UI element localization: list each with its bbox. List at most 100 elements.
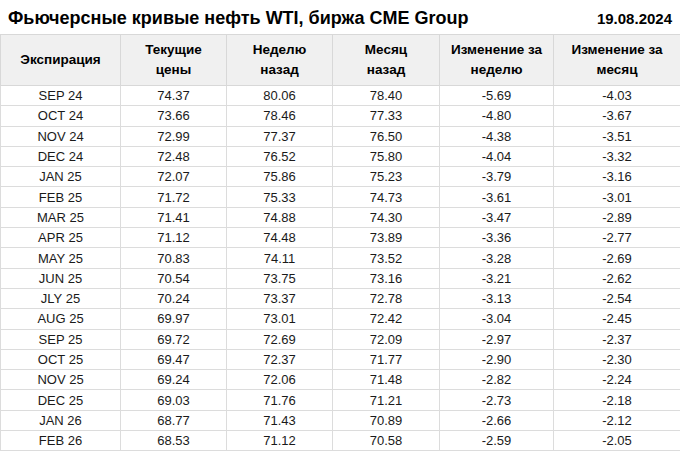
cell-change-week: -2.73	[440, 390, 554, 410]
cell-change-week: -2.97	[440, 329, 554, 349]
cell-expiration: MAR 25	[1, 207, 121, 227]
cell-month-ago: 78.40	[333, 86, 440, 106]
cell-change-week: -3.04	[440, 309, 554, 329]
cell-expiration: JAN 25	[1, 167, 121, 187]
cell-month-ago: 70.58	[333, 431, 440, 451]
cell-current-price: 68.53	[121, 431, 227, 451]
table-row: JUN 25 70.54 73.75 73.16 -3.21 -2.62	[1, 268, 680, 288]
col-header-change-week: Изменение за неделю	[440, 35, 554, 86]
cell-week-ago: 72.69	[227, 329, 333, 349]
cell-month-ago: 74.73	[333, 187, 440, 207]
table-body: SEP 24 74.37 80.06 78.40 -5.69 -4.03 OCT…	[1, 86, 680, 451]
cell-current-price: 70.54	[121, 268, 227, 288]
cell-change-month: -2.24	[554, 370, 680, 390]
table-row: DEC 24 72.48 76.52 75.80 -4.04 -3.32	[1, 146, 680, 166]
cell-current-price: 74.37	[121, 86, 227, 106]
cell-month-ago: 71.77	[333, 349, 440, 369]
cell-change-week: -2.59	[440, 431, 554, 451]
cell-change-week: -4.04	[440, 146, 554, 166]
cell-week-ago: 73.37	[227, 288, 333, 308]
cell-change-month: -2.12	[554, 410, 680, 430]
cell-change-month: -2.62	[554, 268, 680, 288]
cell-month-ago: 73.89	[333, 228, 440, 248]
cell-week-ago: 78.46	[227, 106, 333, 126]
cell-change-month: -2.45	[554, 309, 680, 329]
cell-current-price: 72.07	[121, 167, 227, 187]
cell-current-price: 71.12	[121, 228, 227, 248]
cell-change-month: -2.69	[554, 248, 680, 268]
col-header-expiration: Экспирация	[1, 35, 121, 86]
cell-change-week: -4.38	[440, 126, 554, 146]
cell-change-month: -3.32	[554, 146, 680, 166]
cell-week-ago: 74.88	[227, 207, 333, 227]
cell-month-ago: 71.48	[333, 370, 440, 390]
cell-expiration: JAN 26	[1, 410, 121, 430]
cell-change-month: -2.54	[554, 288, 680, 308]
cell-change-month: -2.77	[554, 228, 680, 248]
cell-change-week: -2.66	[440, 410, 554, 430]
col-header-current-price: Текущие цены	[121, 35, 227, 86]
cell-change-month: -3.16	[554, 167, 680, 187]
cell-current-price: 69.24	[121, 370, 227, 390]
cell-month-ago: 71.21	[333, 390, 440, 410]
cell-expiration: JUN 25	[1, 268, 121, 288]
cell-week-ago: 72.06	[227, 370, 333, 390]
cell-change-week: -2.90	[440, 349, 554, 369]
table-row: MAR 25 71.41 74.88 74.30 -3.47 -2.89	[1, 207, 680, 227]
cell-expiration: FEB 25	[1, 187, 121, 207]
cell-change-month: -3.67	[554, 106, 680, 126]
cell-expiration: OCT 25	[1, 349, 121, 369]
table-row: FEB 25 71.72 75.33 74.73 -3.61 -3.01	[1, 187, 680, 207]
cell-month-ago: 74.30	[333, 207, 440, 227]
cell-current-price: 72.48	[121, 146, 227, 166]
cell-current-price: 69.97	[121, 309, 227, 329]
table-row: AUG 25 69.97 73.01 72.42 -3.04 -2.45	[1, 309, 680, 329]
cell-expiration: SEP 25	[1, 329, 121, 349]
cell-week-ago: 71.43	[227, 410, 333, 430]
cell-week-ago: 80.06	[227, 86, 333, 106]
cell-change-month: -2.05	[554, 431, 680, 451]
cell-week-ago: 71.76	[227, 390, 333, 410]
cell-change-week: -3.61	[440, 187, 554, 207]
table-row: SEP 24 74.37 80.06 78.40 -5.69 -4.03	[1, 86, 680, 106]
cell-month-ago: 70.89	[333, 410, 440, 430]
cell-current-price: 69.47	[121, 349, 227, 369]
cell-expiration: APR 25	[1, 228, 121, 248]
cell-change-week: -3.28	[440, 248, 554, 268]
cell-change-month: -2.37	[554, 329, 680, 349]
report-date: 19.08.2024	[597, 10, 672, 27]
cell-week-ago: 76.52	[227, 146, 333, 166]
cell-current-price: 71.72	[121, 187, 227, 207]
table-row: DEC 25 69.03 71.76 71.21 -2.73 -2.18	[1, 390, 680, 410]
cell-change-week: -5.69	[440, 86, 554, 106]
cell-current-price: 71.41	[121, 207, 227, 227]
cell-month-ago: 72.09	[333, 329, 440, 349]
cell-change-month: -4.03	[554, 86, 680, 106]
report-header: Фьючерсные кривые нефть WTI, биржа CME G…	[0, 0, 680, 34]
cell-expiration: NOV 24	[1, 126, 121, 146]
cell-expiration: JLY 25	[1, 288, 121, 308]
cell-expiration: FEB 26	[1, 431, 121, 451]
cell-current-price: 68.77	[121, 410, 227, 430]
cell-week-ago: 72.37	[227, 349, 333, 369]
cell-week-ago: 77.37	[227, 126, 333, 146]
cell-change-week: -3.13	[440, 288, 554, 308]
cell-expiration: SEP 24	[1, 86, 121, 106]
col-header-week-ago: Неделю назад	[227, 35, 333, 86]
cell-current-price: 70.24	[121, 288, 227, 308]
cell-change-month: -3.01	[554, 187, 680, 207]
table-row: OCT 25 69.47 72.37 71.77 -2.90 -2.30	[1, 349, 680, 369]
futures-table: Экспирация Текущие цены Неделю назад Мес…	[0, 34, 680, 451]
cell-month-ago: 75.23	[333, 167, 440, 187]
wti-futures-report: Фьючерсные кривые нефть WTI, биржа CME G…	[0, 0, 680, 476]
cell-month-ago: 75.80	[333, 146, 440, 166]
cell-expiration: DEC 25	[1, 390, 121, 410]
page-title: Фьючерсные кривые нефть WTI, биржа CME G…	[8, 8, 469, 29]
cell-current-price: 69.72	[121, 329, 227, 349]
cell-week-ago: 71.12	[227, 431, 333, 451]
table-row: JAN 25 72.07 75.86 75.23 -3.79 -3.16	[1, 167, 680, 187]
cell-current-price: 69.03	[121, 390, 227, 410]
cell-week-ago: 75.33	[227, 187, 333, 207]
cell-week-ago: 74.48	[227, 228, 333, 248]
cell-change-week: -3.36	[440, 228, 554, 248]
